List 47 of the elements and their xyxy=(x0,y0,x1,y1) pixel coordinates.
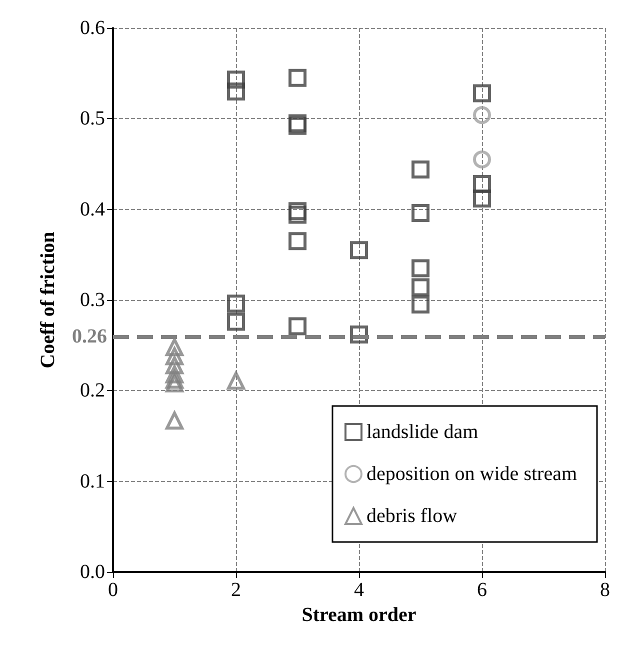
point xyxy=(227,312,245,331)
y-axis-title: Coeff of friction xyxy=(37,232,59,368)
y-tick-label: 0.3 xyxy=(80,289,105,311)
point xyxy=(350,241,368,260)
point xyxy=(288,317,306,336)
y-tick-label: 0.6 xyxy=(80,17,105,39)
point xyxy=(473,84,491,102)
legend-label: landslide dam xyxy=(366,421,479,443)
point xyxy=(288,68,306,87)
y-tick-label: 0.5 xyxy=(80,108,105,130)
point xyxy=(288,232,306,250)
x-tick-label: 8 xyxy=(600,579,610,601)
point xyxy=(473,106,491,124)
point xyxy=(412,160,430,178)
point xyxy=(473,174,491,193)
legend-label: debris flow xyxy=(366,505,458,527)
x-tick-label: 4 xyxy=(354,579,364,601)
point xyxy=(227,294,245,313)
point xyxy=(288,206,306,224)
point xyxy=(227,82,245,100)
point xyxy=(473,189,491,208)
point xyxy=(350,325,368,344)
point xyxy=(166,374,184,392)
y-tick-label: 0.2 xyxy=(80,380,105,402)
x-tick-label: 2 xyxy=(231,579,241,601)
point xyxy=(227,372,245,390)
y-tick-label: 0.0 xyxy=(80,561,105,583)
point xyxy=(412,296,430,314)
point xyxy=(227,70,245,89)
point xyxy=(166,338,184,356)
point xyxy=(166,356,184,374)
point xyxy=(288,202,306,220)
point xyxy=(166,347,184,366)
point xyxy=(412,204,430,222)
y-tick-label: 0.4 xyxy=(80,198,105,220)
ref-line-label: 0.26 xyxy=(72,325,107,348)
point xyxy=(166,365,184,384)
point xyxy=(166,412,184,430)
x-axis-title: Stream order xyxy=(302,604,416,626)
x-tick-label: 6 xyxy=(477,579,487,601)
x-tick-label: 0 xyxy=(108,579,118,601)
y-tick-label: 0.1 xyxy=(80,470,105,492)
point xyxy=(412,259,430,278)
point xyxy=(412,278,430,296)
point xyxy=(473,150,491,168)
legend-label: deposition on wide stream xyxy=(366,463,578,485)
point xyxy=(166,370,184,389)
